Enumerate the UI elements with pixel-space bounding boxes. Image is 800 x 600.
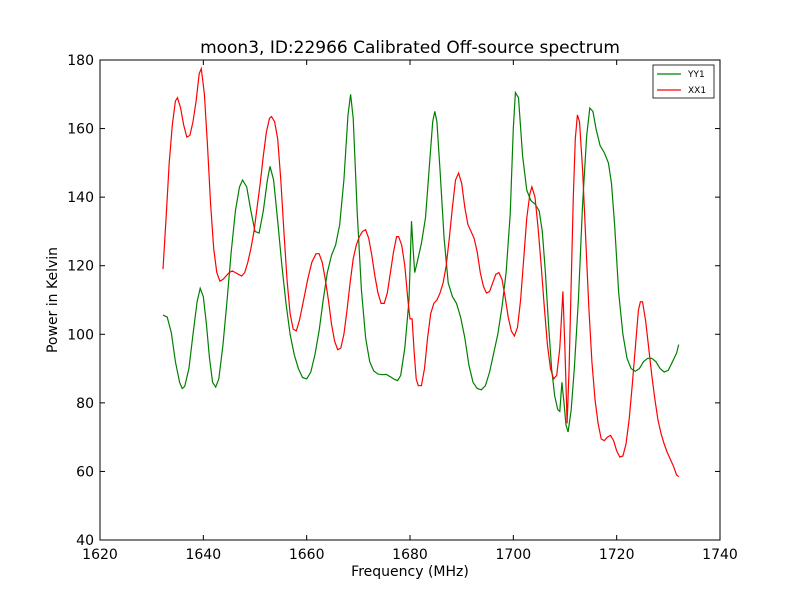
y-tick-label: 140 — [67, 190, 94, 206]
series-line-xx1 — [162, 66, 680, 478]
plot-frame — [99, 59, 721, 541]
x-tick-label: 1740 — [702, 547, 738, 563]
chart-title: moon3, ID:22966 Calibrated Off-source sp… — [200, 38, 620, 58]
y-axis: 40 60 80 100 120 140 160 180 — [67, 53, 720, 549]
legend-box — [652, 64, 715, 99]
series-line-yy1 — [162, 90, 680, 433]
y-tick-label: 120 — [67, 259, 94, 275]
x-tick-label: 1720 — [599, 547, 635, 563]
x-tick-label: 1620 — [82, 547, 118, 563]
x-tick-label: 1640 — [186, 547, 222, 563]
x-tick-label: 1660 — [289, 547, 325, 563]
legend: YY1 XX1 — [652, 64, 715, 99]
legend-label-xx1: XX1 — [688, 86, 706, 96]
y-tick-label: 40 — [76, 533, 94, 549]
y-axis-label: Power in Kelvin — [45, 247, 61, 353]
x-axis: 1620 1640 1660 1680 1700 1720 1740 — [82, 60, 738, 563]
x-axis-label: Frequency (MHz) — [351, 564, 469, 580]
y-tick-label: 60 — [76, 464, 94, 480]
y-tick-label: 80 — [76, 396, 94, 412]
x-tick-label: 1700 — [496, 547, 532, 563]
x-tick-label: 1680 — [392, 547, 428, 563]
legend-label-yy1: YY1 — [687, 70, 705, 80]
y-tick-label: 100 — [67, 327, 94, 343]
series-layer — [162, 66, 680, 478]
y-tick-label: 160 — [67, 122, 94, 138]
y-tick-label: 180 — [67, 53, 94, 69]
